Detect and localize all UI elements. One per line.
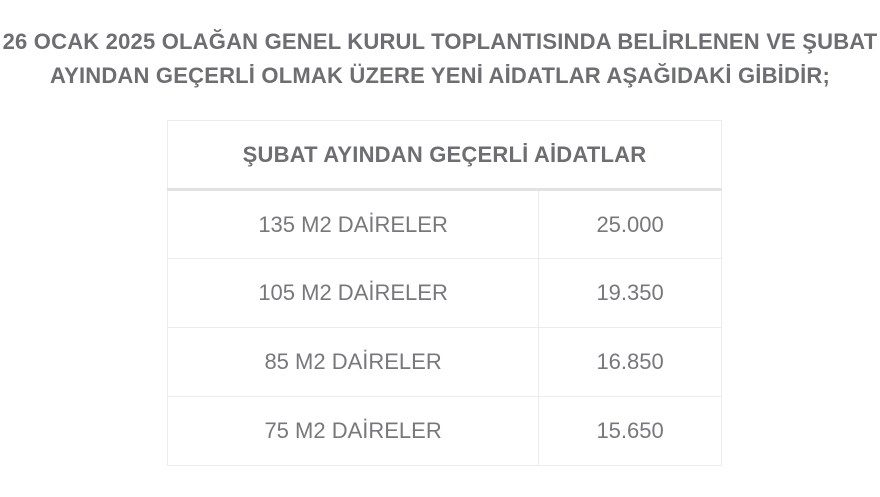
apartment-type-cell: 105 M2 DAİRELER [166, 258, 540, 328]
dues-amount-cell: 16.850 [538, 327, 722, 397]
apartment-type-cell: 135 M2 DAİRELER [166, 189, 540, 259]
dues-amount-cell: 19.350 [538, 258, 722, 328]
dues-table: ŞUBAT AYINDAN GEÇERLİ AİDATLAR 135 M2 DA… [166, 120, 722, 466]
apartment-type-cell: 75 M2 DAİRELER [166, 396, 540, 466]
page-heading-line-2: AYINDAN GEÇERLİ OLMAK ÜZERE YENİ AİDATLA… [50, 63, 830, 88]
table-header-row: ŞUBAT AYINDAN GEÇERLİ AİDATLAR [167, 120, 722, 191]
table-row: 135 M2 DAİRELER 25.000 [166, 189, 722, 259]
table-row: 85 M2 DAİRELER 16.850 [166, 327, 722, 397]
dues-amount-cell: 15.650 [538, 396, 722, 466]
page-heading: 26 OCAK 2025 OLAĞAN GENEL KURUL TOPLANTI… [0, 0, 880, 93]
apartment-type-cell: 85 M2 DAİRELER [166, 327, 540, 397]
table-row: 105 M2 DAİRELER 19.350 [166, 258, 722, 328]
table-row: 75 M2 DAİRELER 15.650 [166, 396, 722, 466]
dues-amount-cell: 25.000 [538, 189, 722, 259]
page-heading-line-1: 26 OCAK 2025 OLAĞAN GENEL KURUL TOPLANTI… [2, 29, 878, 54]
table-header-cell: ŞUBAT AYINDAN GEÇERLİ AİDATLAR [167, 120, 722, 191]
